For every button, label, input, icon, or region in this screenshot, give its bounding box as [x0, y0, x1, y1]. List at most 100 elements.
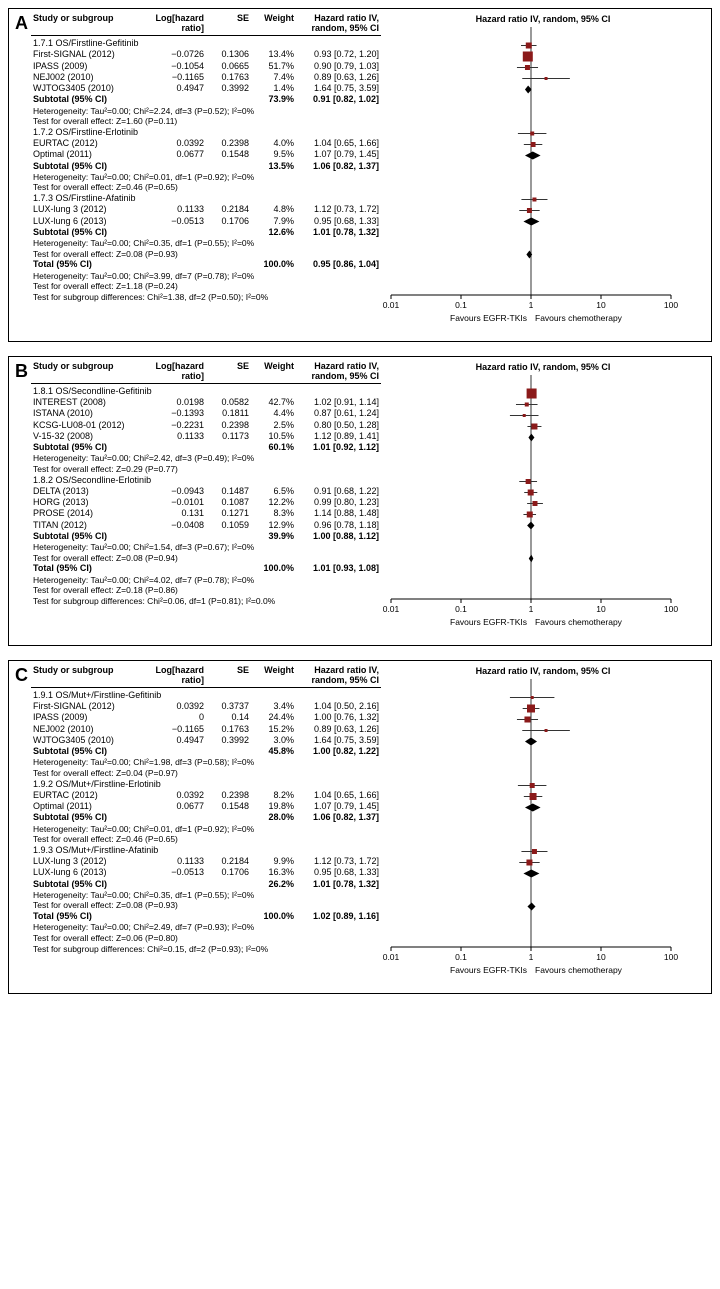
data-table: Study or subgroupLog[hazard ratio] SEWei…	[13, 361, 381, 641]
stat-row: Heterogeneity: Tau²=0.00; Chi²=2.42, df=…	[31, 453, 381, 464]
svg-text:1: 1	[529, 604, 534, 614]
stat-row: Test for subgroup differences: Chi²=1.38…	[31, 292, 381, 303]
study-row: IPASS (2009)−0.10540.066551.7%0.90 [0.79…	[31, 61, 381, 72]
study-row: Optimal (2011)0.06770.15489.5%1.07 [0.79…	[31, 149, 381, 160]
table-header: Study or subgroupLog[hazard ratio] SEWei…	[31, 665, 381, 688]
stat-row: Heterogeneity: Tau²=0.00; Chi²=1.54, df=…	[31, 542, 381, 553]
svg-text:10: 10	[596, 604, 606, 614]
table-header: Study or subgroupLog[hazard ratio] SEWei…	[31, 13, 381, 36]
study-row: NEJ002 (2010)−0.11650.176315.2%0.89 [0.6…	[31, 724, 381, 735]
subgroup-title: 1.9.3 OS/Mut+/Firstline-Afatinib	[31, 845, 381, 856]
svg-text:10: 10	[596, 952, 606, 962]
data-table: Study or subgroupLog[hazard ratio] SEWei…	[13, 665, 381, 989]
forest-plot: 0.01 0.1 1 10 100 Favours EGFR-TKIs Favours ch…	[381, 679, 681, 989]
subtotal-row: Subtotal (95% CI)39.9%1.00 [0.88, 1.12]	[31, 531, 381, 542]
study-row: NEJ002 (2010)−0.11650.17637.4%0.89 [0.63…	[31, 72, 381, 83]
study-row: KCSG-LU08-01 (2012)−0.22310.23982.5%0.80…	[31, 420, 381, 431]
stat-row: Test for overall effect: Z=1.60 (P=0.11)	[31, 116, 381, 127]
forest-panel-A: A Study or subgroupLog[hazard ratio] SEW…	[8, 8, 712, 342]
stat-row: Heterogeneity: Tau²=0.00; Chi²=0.01, df=…	[31, 172, 381, 183]
subtotal-row: Subtotal (95% CI)45.8%1.00 [0.82, 1.22]	[31, 746, 381, 757]
svg-text:100: 100	[664, 604, 678, 614]
subtotal-row: Subtotal (95% CI)13.5%1.06 [0.82, 1.37]	[31, 161, 381, 172]
stat-row: Heterogeneity: Tau²=0.00; Chi²=1.98, df=…	[31, 757, 381, 768]
stat-row: Test for overall effect: Z=0.18 (P=0.86)	[31, 585, 381, 596]
study-row: TITAN (2012)−0.04080.105912.9%0.96 [0.78…	[31, 520, 381, 531]
subtotal-row: Subtotal (95% CI)73.9%0.91 [0.82, 1.02]	[31, 94, 381, 105]
svg-text:Favours EGFR-TKIs: Favours EGFR-TKIs	[450, 313, 527, 323]
study-row: Optimal (2011)0.06770.154819.8%1.07 [0.7…	[31, 801, 381, 812]
study-row: IPASS (2009)00.1424.4%1.00 [0.76, 1.32]	[31, 712, 381, 723]
study-row: LUX-lung 6 (2013)−0.05130.170616.3%0.95 …	[31, 867, 381, 878]
forest-panel-C: C Study or subgroupLog[hazard ratio] SEW…	[8, 660, 712, 994]
plot-header: Hazard ratio IV, random, 95% CI	[381, 15, 705, 25]
plot-header: Hazard ratio IV, random, 95% CI	[381, 667, 705, 677]
stat-row: Test for overall effect: Z=0.04 (P=0.97)	[31, 768, 381, 779]
svg-text:0.1: 0.1	[455, 300, 467, 310]
subgroup-title: 1.8.2 OS/Secondline-Erlotinib	[31, 475, 381, 486]
table-header: Study or subgroupLog[hazard ratio] SEWei…	[31, 361, 381, 384]
svg-text:0.01: 0.01	[383, 604, 400, 614]
svg-text:0.01: 0.01	[383, 952, 400, 962]
total-row: Total (95% CI)100.0%1.02 [0.89, 1.16]	[31, 911, 381, 922]
subtotal-row: Subtotal (95% CI)60.1%1.01 [0.92, 1.12]	[31, 442, 381, 453]
svg-text:0.1: 0.1	[455, 952, 467, 962]
svg-text:Favours chemotherapy: Favours chemotherapy	[535, 617, 623, 627]
svg-text:1: 1	[529, 300, 534, 310]
svg-text:100: 100	[664, 300, 678, 310]
svg-text:100: 100	[664, 952, 678, 962]
stat-row: Test for overall effect: Z=0.06 (P=0.80)	[31, 933, 381, 944]
svg-text:Favours chemotherapy: Favours chemotherapy	[535, 965, 623, 975]
stat-row: Heterogeneity: Tau²=0.00; Chi²=0.35, df=…	[31, 238, 381, 249]
subgroup-title: 1.9.2 OS/Mut+/Firstline-Erlotinib	[31, 779, 381, 790]
study-row: V-15-32 (2008)0.11330.117310.5%1.12 [0.8…	[31, 431, 381, 442]
forest-plot: 0.01 0.1 1 10 100 Favours EGFR-TKIs Favours ch…	[381, 375, 681, 641]
svg-text:10: 10	[596, 300, 606, 310]
study-row: WJTOG3405 (2010)0.49470.39921.4%1.64 [0.…	[31, 83, 381, 94]
study-row: LUX-lung 3 (2012)0.11330.21849.9%1.12 [0…	[31, 856, 381, 867]
stat-row: Heterogeneity: Tau²=0.00; Chi²=2.24, df=…	[31, 106, 381, 117]
stat-row: Test for overall effect: Z=0.46 (P=0.65)	[31, 834, 381, 845]
subgroup-title: 1.7.3 OS/Firstline-Afatinib	[31, 193, 381, 204]
subgroup-title: 1.7.1 OS/Firstline-Gefitinib	[31, 38, 381, 49]
data-table: Study or subgroupLog[hazard ratio] SEWei…	[13, 13, 381, 337]
study-row: PROSE (2014)0.1310.12718.3%1.14 [0.88, 1…	[31, 508, 381, 519]
study-row: DELTA (2013)−0.09430.14876.5%0.91 [0.68,…	[31, 486, 381, 497]
study-row: WJTOG3405 (2010)0.49470.39923.0%1.64 [0.…	[31, 735, 381, 746]
stat-row: Test for overall effect: Z=1.18 (P=0.24)	[31, 281, 381, 292]
svg-text:0.01: 0.01	[383, 300, 400, 310]
study-row: First-SIGNAL (2012)−0.07260.130613.4%0.9…	[31, 49, 381, 60]
stat-row: Test for subgroup differences: Chi²=0.06…	[31, 596, 381, 607]
stat-row: Test for overall effect: Z=0.29 (P=0.77)	[31, 464, 381, 475]
stat-row: Test for overall effect: Z=0.46 (P=0.65)	[31, 182, 381, 193]
study-row: LUX-lung 3 (2012)0.11330.21844.8%1.12 [0…	[31, 204, 381, 215]
subgroup-title: 1.9.1 OS/Mut+/Firstline-Gefitinib	[31, 690, 381, 701]
stat-row: Heterogeneity: Tau²=0.00; Chi²=3.99, df=…	[31, 271, 381, 282]
panel-label: B	[15, 361, 28, 382]
svg-text:Favours chemotherapy: Favours chemotherapy	[535, 313, 623, 323]
subtotal-row: Subtotal (95% CI)12.6%1.01 [0.78, 1.32]	[31, 227, 381, 238]
stat-row: Test for overall effect: Z=0.08 (P=0.93)	[31, 249, 381, 260]
svg-text:Favours EGFR-TKIs: Favours EGFR-TKIs	[450, 965, 527, 975]
total-row: Total (95% CI)100.0%1.01 [0.93, 1.08]	[31, 563, 381, 574]
svg-text:Favours EGFR-TKIs: Favours EGFR-TKIs	[450, 617, 527, 627]
forest-plot: 0.01 0.1 1 10 100 Favours EGFR-TKIs Favours ch…	[381, 27, 681, 337]
study-row: First-SIGNAL (2012)0.03920.37373.4%1.04 …	[31, 701, 381, 712]
stat-row: Test for overall effect: Z=0.08 (P=0.94)	[31, 553, 381, 564]
study-row: HORG (2013)−0.01010.108712.2%0.99 [0.80,…	[31, 497, 381, 508]
panel-label: A	[15, 13, 28, 34]
svg-text:1: 1	[529, 952, 534, 962]
plot-header: Hazard ratio IV, random, 95% CI	[381, 363, 705, 373]
forest-panel-B: B Study or subgroupLog[hazard ratio] SEW…	[8, 356, 712, 646]
subgroup-title: 1.7.2 OS/Firstline-Erlotinib	[31, 127, 381, 138]
stat-row: Heterogeneity: Tau²=0.00; Chi²=4.02, df=…	[31, 575, 381, 586]
subtotal-row: Subtotal (95% CI)26.2%1.01 [0.78, 1.32]	[31, 879, 381, 890]
total-row: Total (95% CI)100.0%0.95 [0.86, 1.04]	[31, 259, 381, 270]
stat-row: Heterogeneity: Tau²=0.00; Chi²=2.49, df=…	[31, 922, 381, 933]
stat-row: Heterogeneity: Tau²=0.00; Chi²=0.01, df=…	[31, 824, 381, 835]
study-row: LUX-lung 6 (2013)−0.05130.17067.9%0.95 […	[31, 216, 381, 227]
study-row: ISTANA (2010)−0.13930.18114.4%0.87 [0.61…	[31, 408, 381, 419]
svg-text:0.1: 0.1	[455, 604, 467, 614]
study-row: EURTAC (2012)0.03920.23984.0%1.04 [0.65,…	[31, 138, 381, 149]
stat-row: Test for overall effect: Z=0.08 (P=0.93)	[31, 900, 381, 911]
